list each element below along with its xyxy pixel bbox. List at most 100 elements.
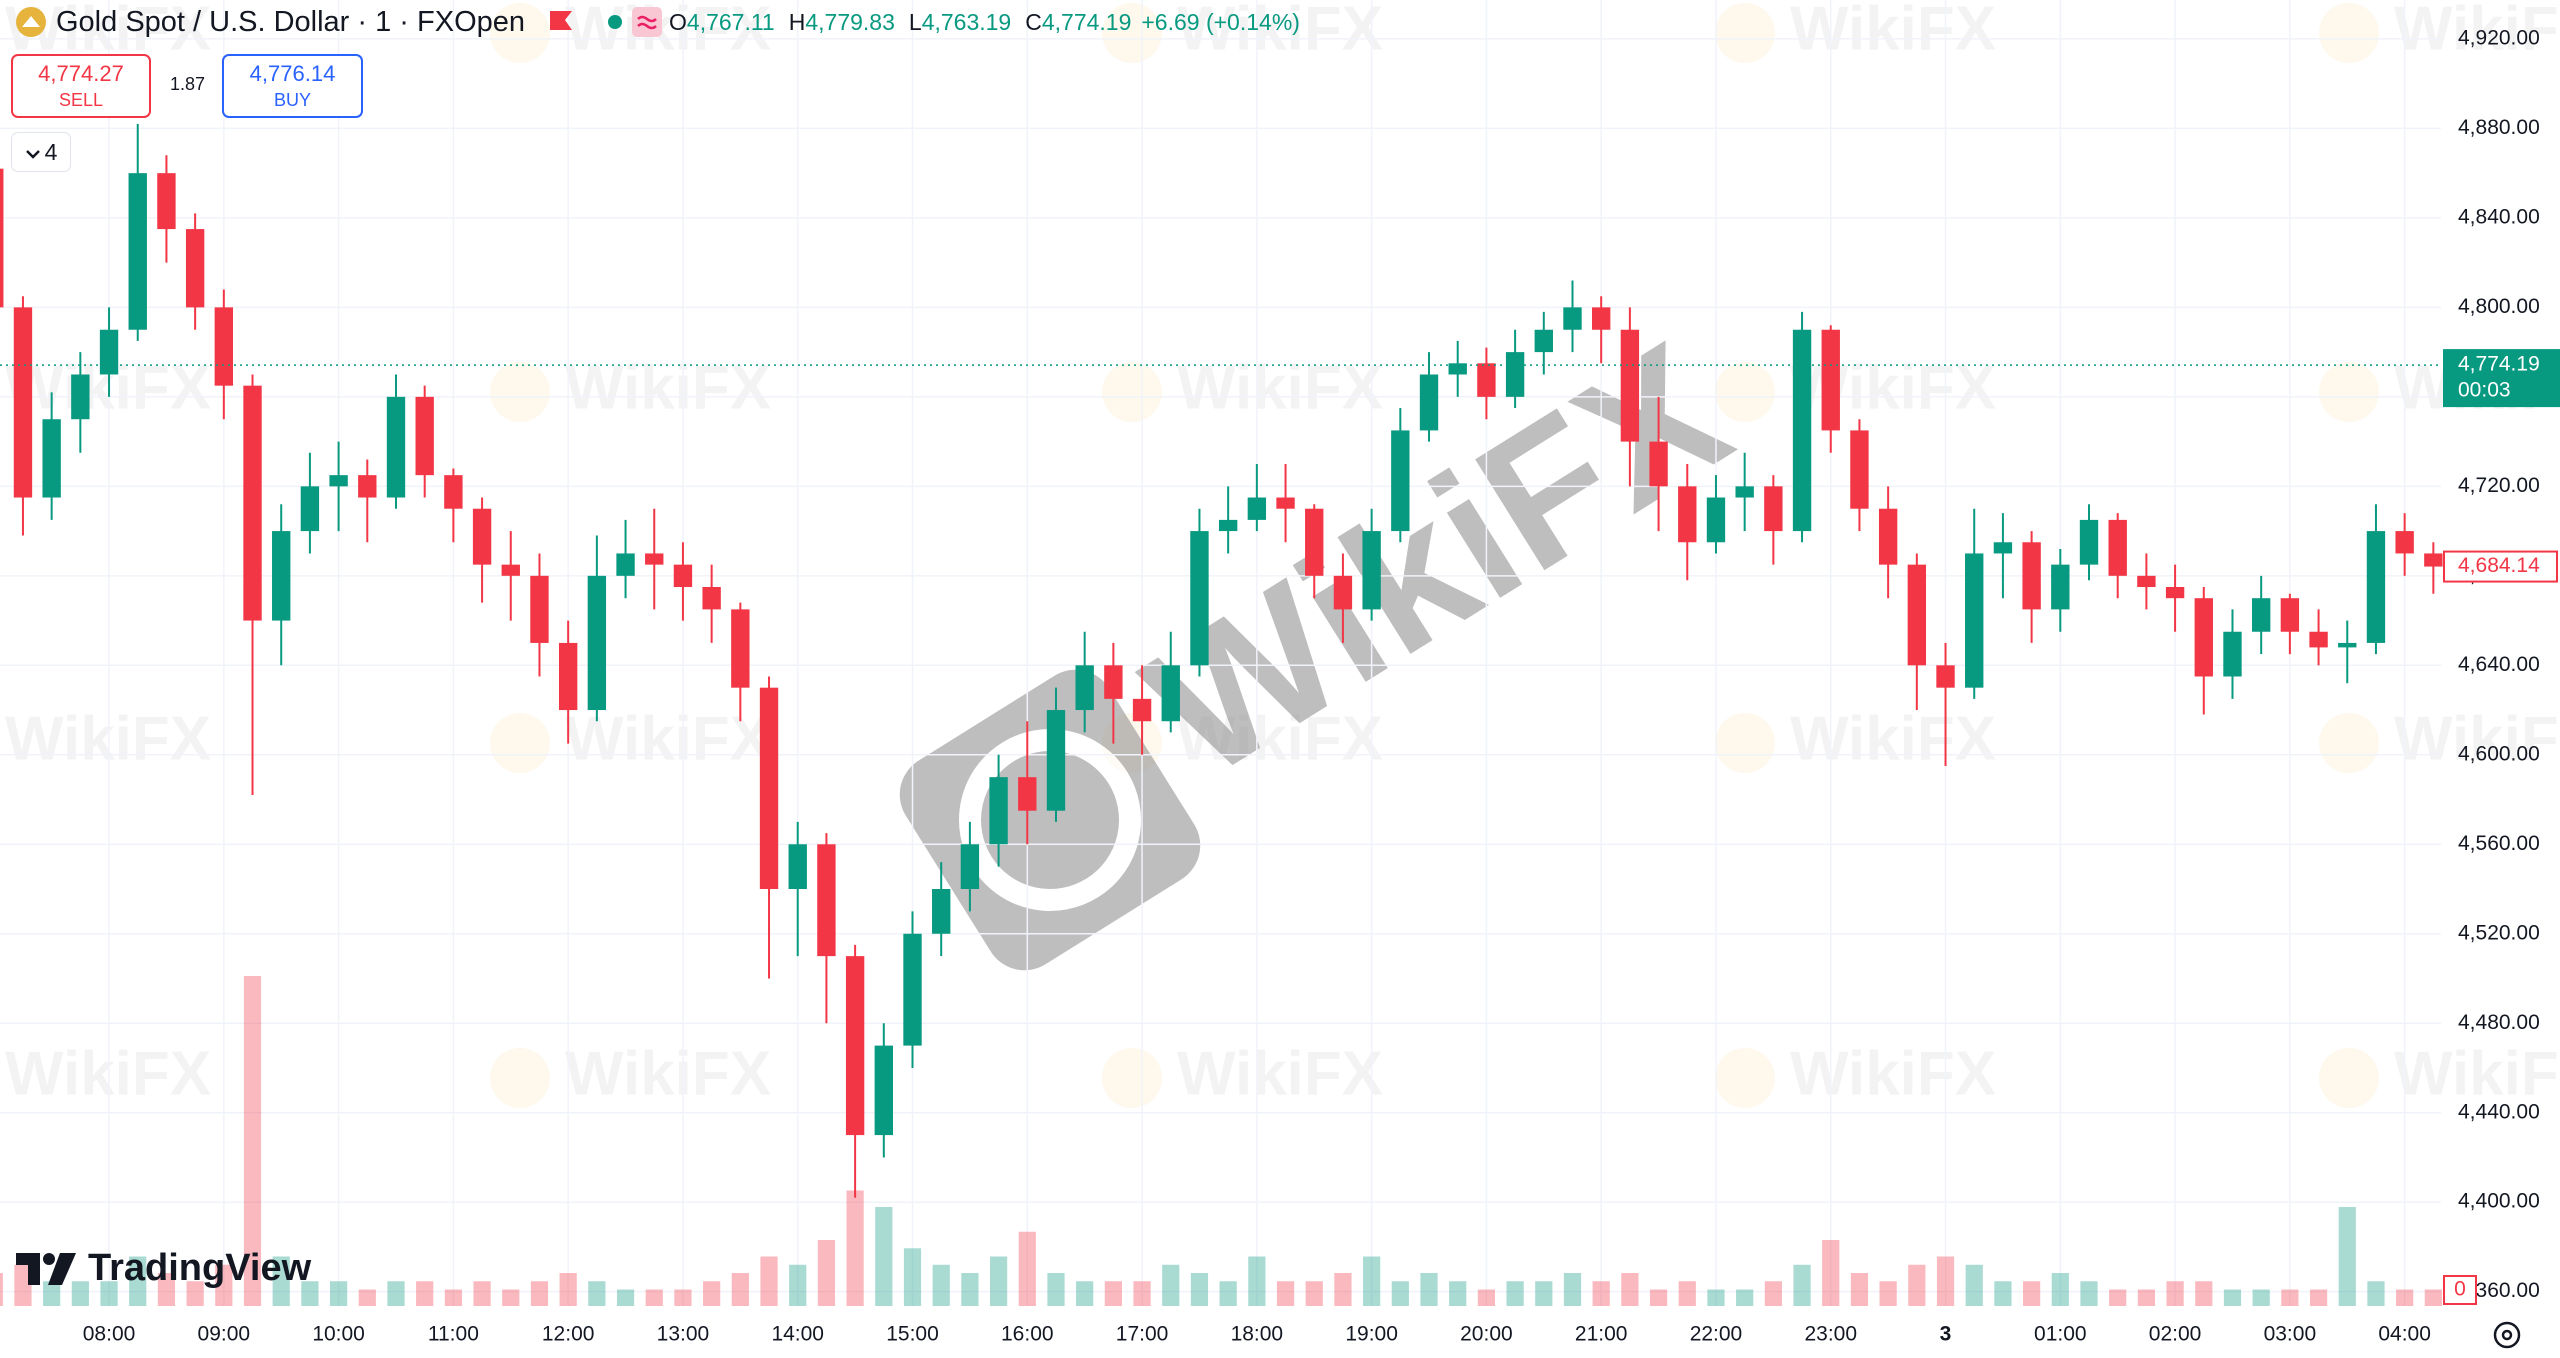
buy-button[interactable]: 4,776.14 BUY bbox=[222, 54, 363, 118]
volume-bar bbox=[2195, 1281, 2213, 1306]
candle-body bbox=[386, 396, 406, 498]
volume-tag bbox=[2443, 1275, 2477, 1305]
candle-body bbox=[1907, 564, 1927, 666]
volume-bar bbox=[1850, 1273, 1869, 1306]
volume-bar bbox=[2137, 1289, 2156, 1306]
volume-bar bbox=[1908, 1264, 1926, 1306]
candle-body bbox=[759, 687, 779, 890]
candle-body bbox=[1161, 665, 1180, 722]
volume-bar bbox=[1477, 1289, 1496, 1306]
candle-body bbox=[2395, 531, 2414, 554]
volume-bar bbox=[1736, 1289, 1754, 1306]
watermark: WikiFX bbox=[565, 704, 771, 773]
settings-icon[interactable] bbox=[2490, 1318, 2524, 1352]
ohlc-value: 4,774.19 bbox=[1041, 8, 1132, 35]
volume-bar bbox=[1449, 1281, 1467, 1306]
y-tick-label: 4,360.00 bbox=[2458, 1279, 2540, 1302]
y-tick-label: 4,400.00 bbox=[2458, 1190, 2540, 1213]
volume-bar bbox=[703, 1281, 721, 1306]
watermark: WikiFX bbox=[1177, 0, 1383, 63]
volume-bar bbox=[1563, 1273, 1582, 1306]
volume-bar bbox=[1592, 1281, 1610, 1306]
symbol-title[interactable]: Gold Spot / U.S. Dollar · 1 · FXOpen bbox=[56, 5, 526, 38]
volume-bar bbox=[1133, 1281, 1151, 1306]
candle-body bbox=[2051, 564, 2070, 610]
flag-icon[interactable] bbox=[547, 8, 575, 36]
volume-bar bbox=[358, 1289, 376, 1306]
watermark: WikiFX bbox=[565, 353, 771, 422]
volume-bar bbox=[1879, 1281, 1897, 1306]
countdown: 00:03 bbox=[2458, 379, 2511, 402]
brand-logo[interactable]: TradingView bbox=[16, 1247, 311, 1290]
candle-body bbox=[903, 933, 922, 1046]
candle-body bbox=[2251, 598, 2271, 632]
y-tick-label: 4,600.00 bbox=[2458, 742, 2540, 765]
candle-body bbox=[702, 587, 721, 610]
candle-body bbox=[1878, 508, 1898, 565]
volume-bar bbox=[1707, 1289, 1725, 1306]
candle-body bbox=[157, 173, 176, 230]
y-tick-label: 4,720.00 bbox=[2458, 474, 2540, 497]
candle-body bbox=[2108, 519, 2127, 576]
x-tick-label: 11:00 bbox=[428, 1323, 479, 1346]
candle-body bbox=[731, 609, 750, 688]
candle-body bbox=[2137, 575, 2156, 588]
volume-bar bbox=[1363, 1256, 1381, 1306]
watermark-logo bbox=[2319, 3, 2379, 63]
volume-bar bbox=[1162, 1264, 1180, 1306]
change: +6.69 (+0.14%) bbox=[1141, 8, 1300, 35]
volume-bar bbox=[1793, 1264, 1811, 1306]
x-tick-label: 13:00 bbox=[657, 1323, 710, 1346]
volume-bar bbox=[817, 1240, 836, 1306]
candle-body bbox=[358, 475, 377, 498]
watermark-logo bbox=[1715, 362, 1775, 422]
data-icon[interactable] bbox=[631, 6, 663, 38]
volume-bar bbox=[2424, 1289, 2442, 1306]
y-tick-label: 4,520.00 bbox=[2458, 921, 2540, 944]
indicators-toggle[interactable]: 4 bbox=[11, 132, 71, 172]
volume-bar bbox=[1276, 1281, 1295, 1306]
candle-body bbox=[2165, 587, 2185, 599]
candle-body bbox=[1190, 531, 1209, 666]
candle-body bbox=[472, 508, 492, 565]
x-tick-label: 14:00 bbox=[771, 1323, 824, 1346]
volume-bar bbox=[1822, 1240, 1840, 1306]
watermark-logo bbox=[1102, 3, 1162, 63]
y-tick-label: 4,800.00 bbox=[2458, 295, 2540, 318]
candle-body bbox=[1706, 497, 1726, 543]
candle-body bbox=[1505, 352, 1525, 397]
volume-bar bbox=[530, 1281, 549, 1306]
volume-bar bbox=[1535, 1281, 1553, 1306]
volume-bar bbox=[416, 1281, 434, 1306]
x-tick-label: 19:00 bbox=[1345, 1323, 1398, 1346]
x-tick-label: 21:00 bbox=[1575, 1323, 1628, 1346]
x-tick-label: 08:00 bbox=[83, 1323, 136, 1346]
candle-body bbox=[1276, 497, 1295, 509]
volume-bar bbox=[1621, 1273, 1639, 1306]
x-tick-label: 23:00 bbox=[1804, 1323, 1857, 1346]
candle-body bbox=[1620, 329, 1640, 442]
volume-bar bbox=[989, 1256, 1008, 1306]
volume-bar bbox=[1219, 1281, 1237, 1306]
candle-body bbox=[1075, 665, 1094, 711]
volume-label: 0 bbox=[2454, 1278, 2466, 1301]
chevron bbox=[25, 150, 40, 159]
sell-label: SELL bbox=[58, 90, 104, 110]
volume-bar bbox=[1678, 1281, 1696, 1306]
x-tick-label: 10:00 bbox=[312, 1323, 365, 1346]
candle-body bbox=[1592, 307, 1611, 330]
candle-body bbox=[128, 173, 147, 330]
candle-body bbox=[1247, 497, 1267, 520]
volume-bar bbox=[71, 1281, 89, 1306]
watermark: WikiFX bbox=[5, 1039, 211, 1108]
candle-body bbox=[1764, 486, 1783, 532]
volume-bar bbox=[502, 1289, 520, 1306]
spread: 1.87 bbox=[169, 74, 206, 94]
volume-bar bbox=[129, 1256, 147, 1306]
x-tick-label: 09:00 bbox=[198, 1323, 251, 1346]
candle-body bbox=[845, 956, 865, 1136]
candle-body bbox=[329, 475, 348, 487]
candle-body bbox=[1965, 553, 1984, 688]
sell-button[interactable]: 4,774.27 SELL bbox=[11, 54, 151, 118]
